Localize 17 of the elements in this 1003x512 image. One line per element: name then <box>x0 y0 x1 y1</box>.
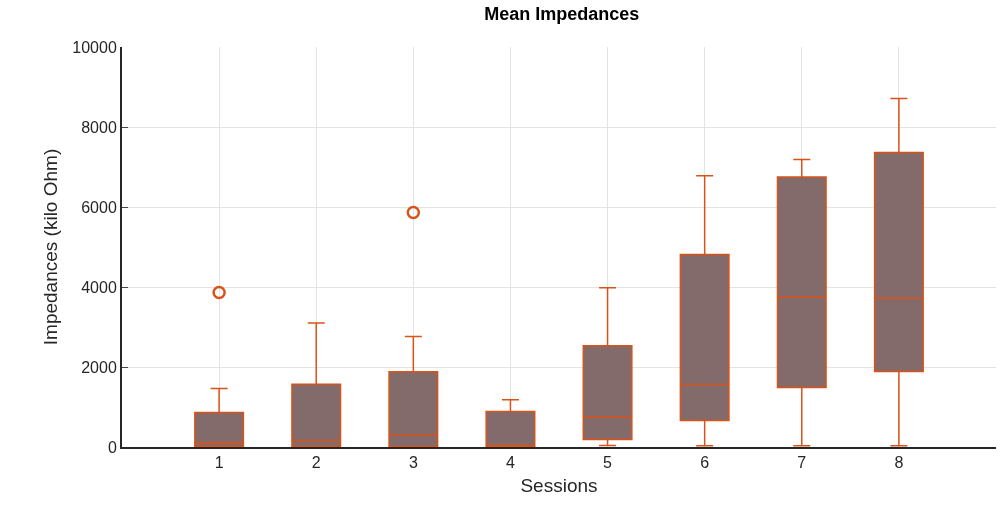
y-tick-label: 2000 <box>81 358 117 376</box>
chart-title: Mean Impedances <box>484 4 640 25</box>
y-tick-label: 8000 <box>81 118 117 136</box>
x-tick-label: 2 <box>311 454 321 472</box>
y-tick-label: 4000 <box>81 278 117 296</box>
x-tick-label: 8 <box>894 454 904 472</box>
y-axis-title: Impedances (kilo Ohm) <box>39 148 61 346</box>
x-tick-label: 1 <box>214 454 224 472</box>
x-tick-label: 5 <box>603 454 613 472</box>
x-tick-label: 3 <box>408 454 418 472</box>
y-tick-label: 6000 <box>81 198 117 216</box>
x-tick-label: 4 <box>505 454 515 472</box>
y-tick-label: 10000 <box>72 38 117 56</box>
x-tick-label: 7 <box>797 454 807 472</box>
y-tick-label: 0 <box>107 438 117 456</box>
x-axis-title: Sessions <box>520 474 598 496</box>
x-tick-label: 6 <box>700 454 710 472</box>
